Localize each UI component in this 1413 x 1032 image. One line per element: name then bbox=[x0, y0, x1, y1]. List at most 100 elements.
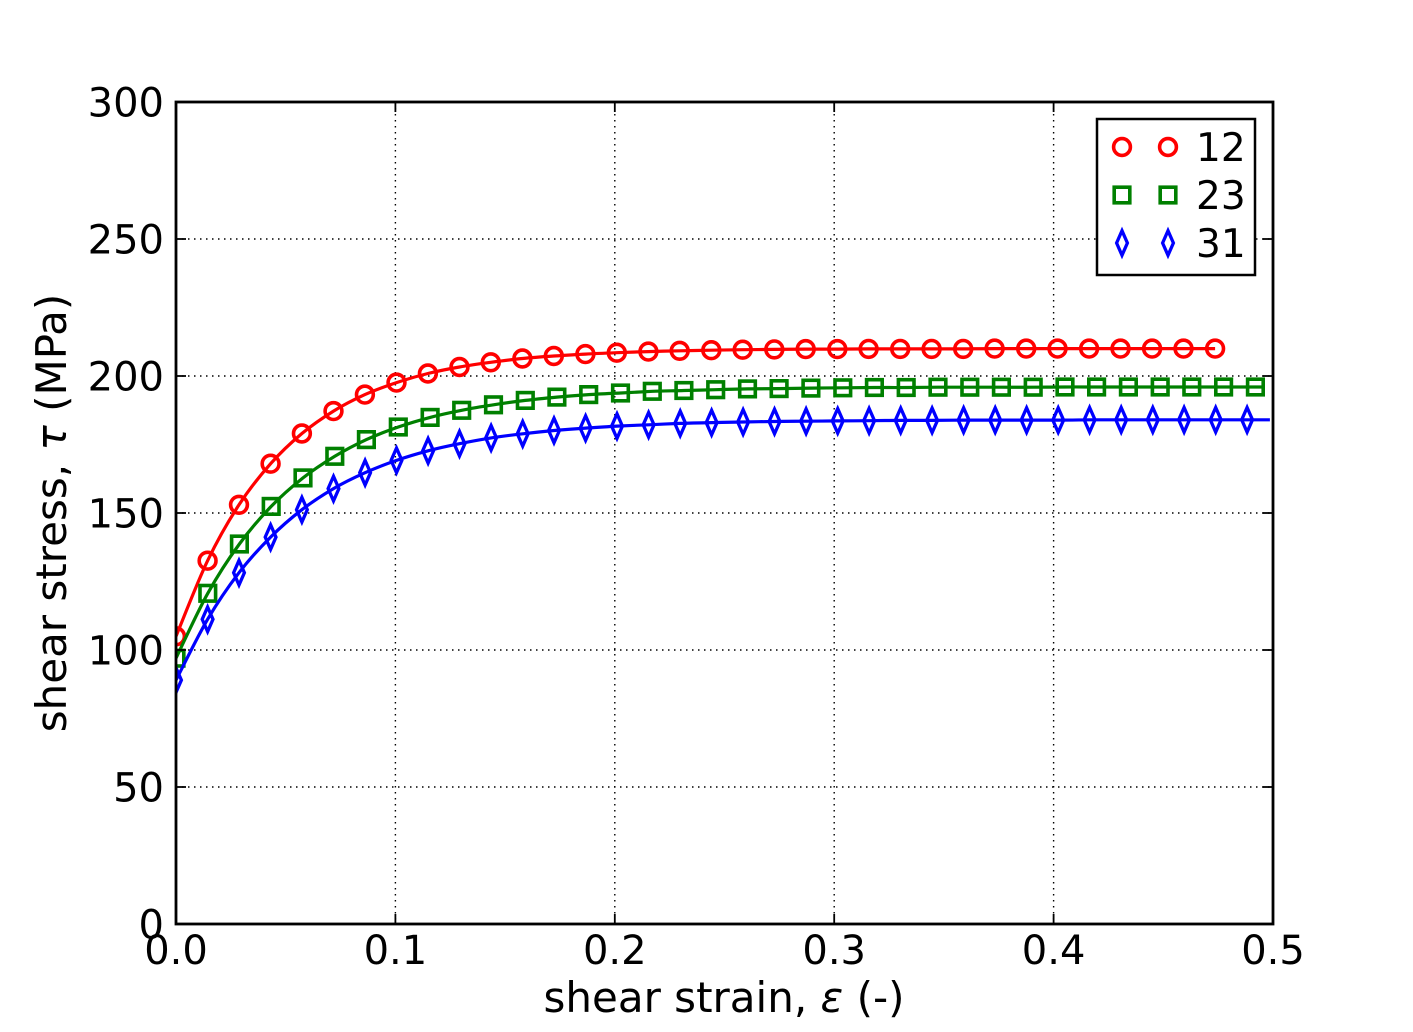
square-marker bbox=[610, 383, 631, 403]
square-marker bbox=[674, 380, 694, 401]
diamond-marker bbox=[357, 456, 373, 490]
data-series bbox=[176, 338, 1270, 697]
diamond-marker bbox=[735, 405, 751, 439]
circle-marker bbox=[480, 352, 501, 373]
circle-marker bbox=[1173, 338, 1194, 359]
diamond-marker bbox=[1160, 226, 1176, 260]
diamond-marker bbox=[641, 408, 656, 442]
square-marker bbox=[1150, 377, 1170, 397]
square-marker bbox=[1055, 377, 1075, 397]
square-marker bbox=[1182, 377, 1202, 397]
y-tick-label: 50 bbox=[113, 765, 164, 811]
square-marker bbox=[579, 385, 599, 405]
y-tick-label: 0 bbox=[139, 902, 164, 948]
circle-marker bbox=[858, 338, 879, 360]
diamond-marker bbox=[1239, 403, 1255, 437]
circle-marker bbox=[732, 339, 753, 360]
x-tick-labels: 0.0 0.1 0.2 0.3 0.4 0.5 bbox=[144, 928, 1305, 974]
circle-marker bbox=[197, 550, 218, 571]
circle-marker bbox=[827, 338, 848, 360]
series-31-markers bbox=[176, 403, 1255, 697]
square-marker bbox=[737, 379, 758, 399]
series-31-line bbox=[176, 418, 1270, 681]
diamond-marker bbox=[1145, 403, 1161, 437]
diamond-marker bbox=[1208, 403, 1223, 437]
square-marker bbox=[229, 534, 249, 554]
circle-marker bbox=[1157, 136, 1179, 158]
y-axis-label: shear stress, τ (MPa) bbox=[27, 294, 76, 733]
diamond-marker bbox=[956, 403, 971, 437]
diamond-marker bbox=[767, 405, 782, 438]
square-marker bbox=[293, 468, 313, 488]
diamond-marker bbox=[861, 404, 877, 438]
circle-marker bbox=[795, 338, 816, 360]
diamond-marker bbox=[893, 403, 908, 437]
square-marker bbox=[420, 407, 440, 427]
circle-marker bbox=[176, 626, 187, 647]
diamond-marker bbox=[294, 493, 310, 527]
circle-marker bbox=[291, 423, 313, 444]
square-marker bbox=[1086, 377, 1107, 397]
circle-marker bbox=[953, 338, 974, 360]
square-marker bbox=[960, 377, 980, 397]
circle-marker bbox=[260, 453, 281, 474]
y-tick-labels: 0 50 100 150 200 250 300 bbox=[88, 80, 164, 948]
diamond-marker bbox=[176, 663, 184, 697]
diamond-marker bbox=[672, 406, 688, 440]
legend-item-23: 23 bbox=[1112, 174, 1246, 219]
circle-marker bbox=[512, 348, 533, 369]
y-tick-label: 100 bbox=[88, 628, 164, 674]
diamond-marker bbox=[200, 602, 215, 636]
square-marker bbox=[1158, 185, 1178, 205]
circle-marker bbox=[1204, 338, 1226, 359]
diamond-marker bbox=[830, 404, 845, 438]
square-marker bbox=[176, 648, 186, 668]
square-marker bbox=[991, 377, 1012, 397]
circle-marker bbox=[1047, 338, 1068, 359]
square-marker bbox=[801, 378, 821, 398]
axis-tick-marks bbox=[175, 101, 1274, 925]
diamond-marker bbox=[704, 406, 719, 440]
square-marker bbox=[928, 377, 948, 397]
diamond-marker bbox=[483, 421, 499, 455]
square-marker bbox=[1245, 377, 1266, 397]
square-marker bbox=[198, 583, 218, 603]
square-marker bbox=[547, 387, 567, 407]
x-tick-label: 0.2 bbox=[583, 928, 647, 974]
circle-marker bbox=[354, 384, 376, 405]
square-marker bbox=[642, 381, 662, 401]
circle-marker bbox=[323, 400, 344, 422]
circle-marker bbox=[417, 363, 439, 384]
y-tick-label: 300 bbox=[88, 80, 164, 126]
square-marker bbox=[1112, 185, 1132, 205]
diamond-marker bbox=[546, 414, 562, 447]
diamond-marker bbox=[515, 417, 530, 451]
square-marker bbox=[483, 395, 504, 415]
circle-marker bbox=[386, 372, 407, 393]
square-marker bbox=[1118, 377, 1139, 397]
circle-marker bbox=[669, 340, 690, 361]
diamond-marker bbox=[326, 472, 341, 506]
square-marker bbox=[356, 430, 376, 450]
circle-marker bbox=[543, 345, 564, 367]
circle-marker bbox=[228, 494, 250, 515]
y-tick-label: 250 bbox=[88, 217, 164, 263]
circle-marker bbox=[1078, 338, 1100, 359]
x-tick-label: 0.5 bbox=[1241, 928, 1305, 974]
square-marker bbox=[261, 496, 281, 516]
legend-label: 23 bbox=[1196, 174, 1246, 219]
circle-marker bbox=[1141, 338, 1163, 359]
y-tick-label: 200 bbox=[88, 354, 164, 400]
series-23-line bbox=[176, 385, 1262, 659]
square-marker bbox=[388, 417, 408, 437]
legend-item-31: 31 bbox=[1114, 222, 1246, 267]
square-marker bbox=[769, 379, 789, 399]
diamond-marker bbox=[1113, 403, 1129, 437]
legend-item-12: 12 bbox=[1111, 126, 1246, 171]
circle-marker bbox=[1110, 338, 1131, 359]
circle-marker bbox=[1015, 338, 1037, 359]
series-12 bbox=[176, 338, 1226, 647]
